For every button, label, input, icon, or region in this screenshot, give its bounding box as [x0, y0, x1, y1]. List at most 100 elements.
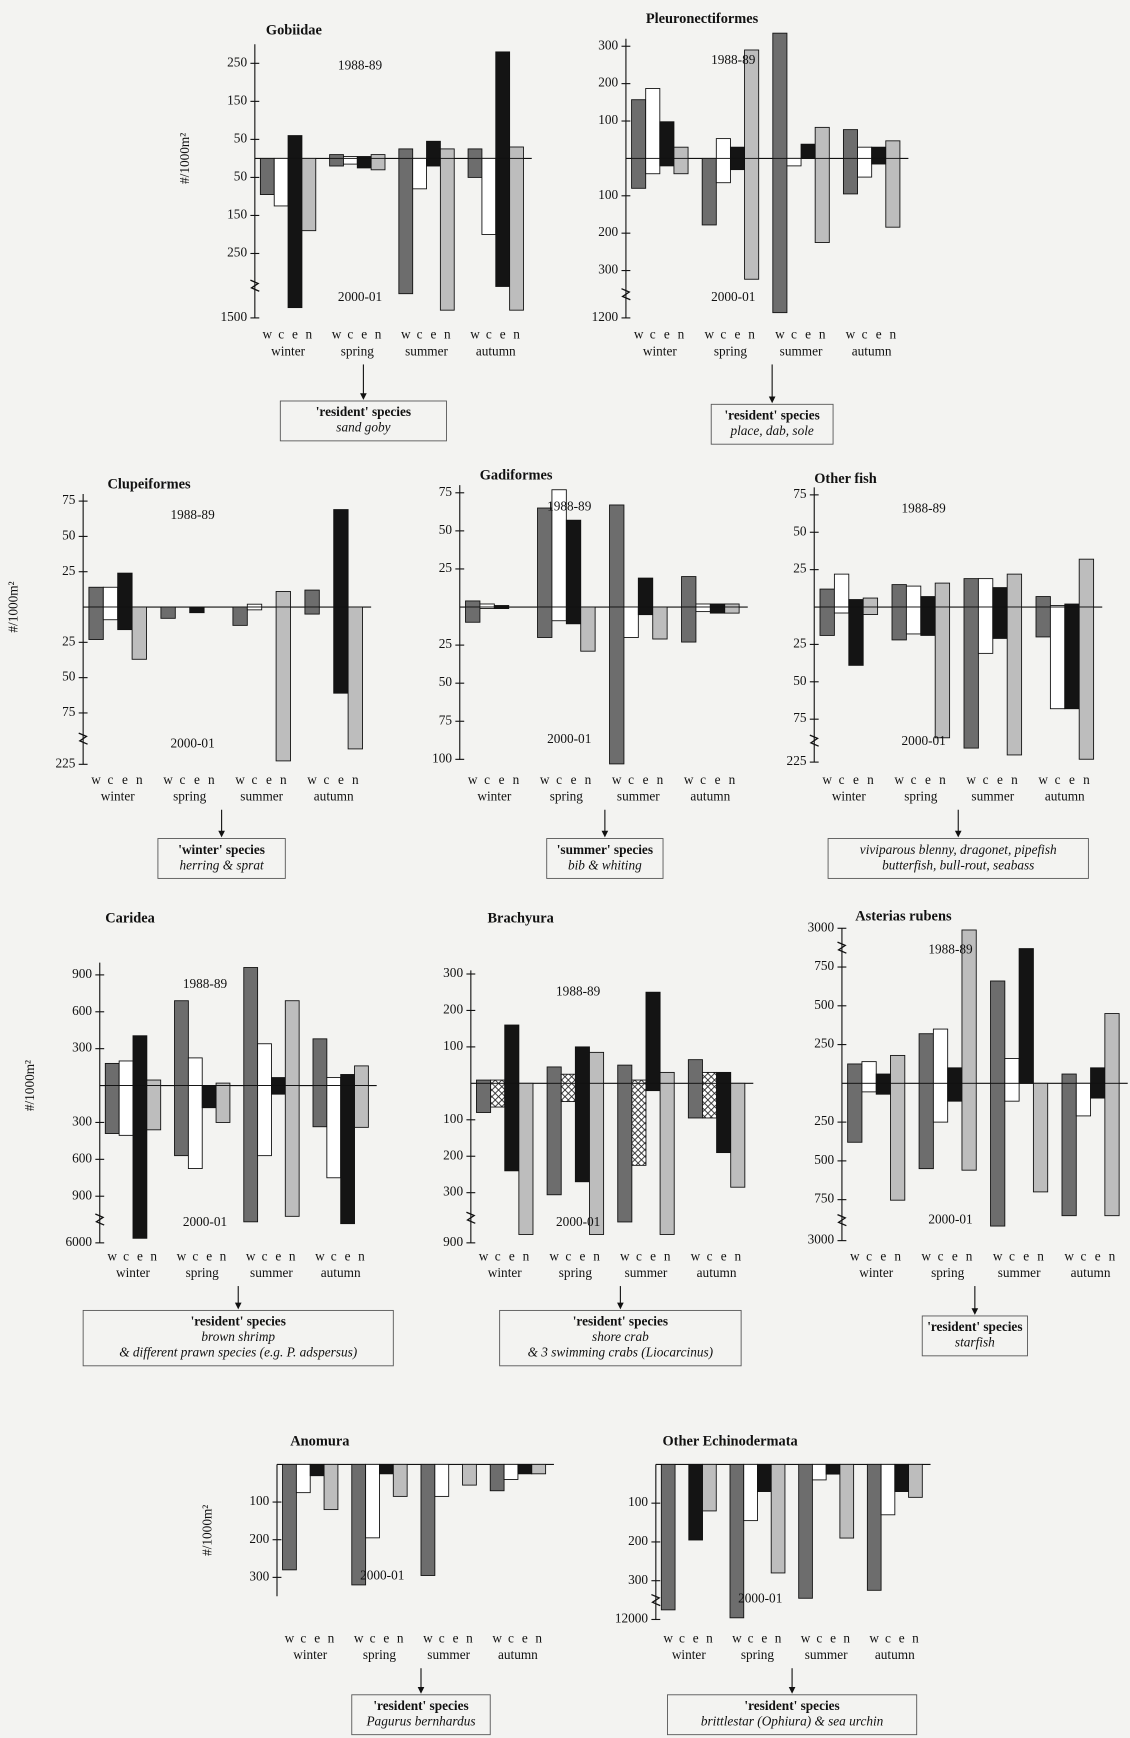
bar [439, 157, 455, 311]
bar [309, 1463, 325, 1477]
note-box [827, 838, 1089, 879]
bar [688, 1463, 703, 1541]
period-label: 2000-01 [170, 735, 214, 750]
bar [963, 606, 979, 749]
y-tick-label: 600 [72, 1003, 92, 1018]
y-tick-label: 300 [249, 1568, 269, 1583]
bar [1090, 1067, 1106, 1084]
bar [992, 606, 1008, 639]
bar [104, 1062, 120, 1087]
site-label: e [1069, 772, 1075, 787]
site-label: w [691, 1248, 701, 1263]
bar [117, 572, 133, 608]
bar [609, 606, 625, 765]
y-tick-label: 150 [227, 92, 247, 107]
bar [617, 1064, 633, 1084]
season-label: winter [477, 789, 512, 804]
bar [1035, 596, 1051, 608]
bar [1078, 558, 1095, 608]
site-label: n [1109, 1248, 1116, 1263]
site-label: c [866, 1248, 872, 1263]
season-label: winter [832, 789, 867, 804]
note-text: viviparous blenny, dragonet, pipefish [860, 842, 1057, 857]
site-label: n [220, 1248, 227, 1263]
bar [990, 980, 1006, 1084]
bar [574, 1046, 590, 1084]
site-label: w [549, 1248, 559, 1263]
site-label: w [775, 327, 785, 342]
axis-break [837, 1213, 847, 1227]
period-label: 1988-89 [711, 52, 756, 67]
note-text: place, dab, sole [729, 423, 813, 438]
bar [701, 157, 717, 226]
site-label: e [383, 1630, 389, 1645]
y-axis-label: #/1000m² [22, 1060, 37, 1111]
site-label: n [894, 1248, 901, 1263]
bar [1104, 1013, 1120, 1084]
bar [1049, 606, 1066, 710]
y-tick-label: 25 [62, 633, 76, 648]
site-label: c [252, 772, 258, 787]
site-label: c [748, 1630, 754, 1645]
site-label: e [338, 772, 344, 787]
bar [631, 1082, 647, 1166]
site-label: c [495, 1248, 501, 1263]
bar [201, 1085, 217, 1109]
site-label: w [492, 1630, 502, 1645]
bar [848, 599, 864, 608]
period-label: 2000-01 [183, 1214, 227, 1229]
bar [977, 606, 994, 654]
season-label: spring [714, 343, 748, 358]
bar [215, 1085, 231, 1123]
bar [271, 1085, 286, 1095]
season-label: spring [363, 1647, 397, 1662]
y-tick-label: 200 [628, 1533, 648, 1548]
site-label: e [266, 772, 272, 787]
note-text: brown shrimp [201, 1329, 275, 1344]
site-label: n [657, 772, 664, 787]
site-label: n [867, 772, 874, 787]
note-text: starfish [955, 1335, 995, 1350]
bar [702, 1463, 717, 1512]
season-label: autumn [1071, 1265, 1111, 1280]
bar [1078, 606, 1095, 760]
bar [476, 1082, 492, 1113]
y-axis-label: #/1000m² [177, 133, 192, 184]
bar [187, 1085, 203, 1169]
bar [905, 606, 922, 635]
site-label: w [468, 772, 478, 787]
y-tick-label: 250 [814, 1113, 834, 1128]
site-label: n [328, 1630, 335, 1645]
site-label: n [734, 1248, 741, 1263]
y-tick-label: 300 [598, 262, 618, 277]
bar [659, 157, 675, 167]
bar [1004, 1058, 1020, 1084]
note-text: 'resident' species [316, 404, 411, 419]
bar [398, 148, 414, 159]
bar [118, 1085, 134, 1136]
site-label: w [332, 327, 342, 342]
site-label: n [523, 1248, 530, 1263]
bar [875, 1073, 891, 1084]
bar [426, 157, 441, 167]
bar [146, 1085, 162, 1131]
bar [861, 1061, 877, 1084]
site-label: w [801, 1630, 811, 1645]
note-text: & different prawn species (e.g. P. adspe… [119, 1345, 358, 1360]
site-label: n [678, 327, 685, 342]
bar [232, 606, 248, 626]
site-label: e [853, 772, 859, 787]
site-label: c [508, 1630, 514, 1645]
bar [947, 1082, 963, 1102]
bar [1004, 1082, 1020, 1102]
bar [848, 606, 864, 666]
season-label: winter [101, 789, 136, 804]
chart-title: Brachyura [487, 911, 553, 927]
bar [257, 1085, 272, 1157]
site-label: c [707, 1248, 713, 1263]
site-label: e [997, 772, 1003, 787]
site-label: n [843, 1630, 850, 1645]
bar [811, 1463, 827, 1481]
bar [295, 1463, 311, 1494]
site-label: e [500, 327, 506, 342]
